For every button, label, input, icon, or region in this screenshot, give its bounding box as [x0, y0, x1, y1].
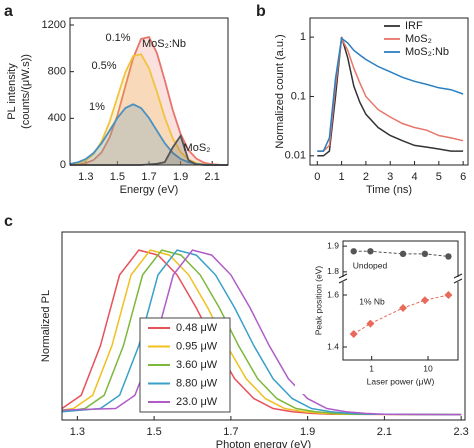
series-line — [61, 249, 462, 416]
series-label: MoS₂ — [184, 142, 211, 154]
series-line — [317, 36, 464, 157]
x-tick-label: 1.7 — [141, 171, 156, 183]
y-tick-label: 0 — [60, 159, 66, 171]
y-tick-label: 1 — [300, 31, 306, 43]
annotation: MoS₂:Nb — [142, 38, 186, 50]
y-tick-label: 1.6 — [327, 289, 339, 299]
x-tick-label: 5 — [436, 171, 442, 183]
series-line — [317, 35, 464, 152]
legend-label: 23.0 μW — [176, 396, 218, 408]
panel-label: c — [4, 213, 13, 230]
x-tick-label: 1.5 — [110, 171, 125, 183]
x-tick-label: 1 — [369, 363, 374, 373]
legend-label: IRF — [405, 20, 423, 32]
y-tick-label: 0.1 — [291, 90, 306, 102]
legend-label: 8.80 μW — [176, 377, 218, 389]
legend-label: MoS₂ — [405, 33, 432, 45]
axis-frame — [309, 17, 469, 166]
x-tick-label: 1.3 — [78, 171, 93, 183]
y-tick-label: 1.8 — [327, 266, 339, 276]
y-tick-label: 1.9 — [327, 240, 339, 250]
marker — [399, 304, 408, 312]
marker — [420, 296, 429, 305]
x-tick-label: 0 — [314, 171, 320, 183]
series-label: 0.5% — [91, 60, 116, 72]
x-axis-label: Laser power (μW) — [367, 376, 435, 386]
x-tick-label: 10 — [423, 363, 433, 373]
marker — [367, 248, 374, 255]
series-label: 1% Nb — [359, 296, 385, 306]
x-tick-label: 1.9 — [173, 171, 188, 183]
axis-break — [338, 273, 463, 284]
y-tick-label: 400 — [48, 112, 66, 124]
x-tick-label: 2 — [363, 171, 369, 183]
connector — [353, 250, 449, 257]
marker — [366, 319, 375, 328]
marker — [349, 330, 358, 338]
marker — [445, 253, 452, 260]
panel-label: a — [4, 3, 13, 20]
x-tick-label: 6 — [460, 171, 466, 183]
y-axis-label: Peak position (eV) — [313, 266, 323, 336]
series-label: 1% — [89, 101, 105, 113]
x-tick-label: 1.9 — [300, 426, 315, 438]
marker — [399, 250, 407, 258]
y-tick-label: 1200 — [42, 19, 66, 31]
area-line — [69, 35, 229, 166]
panel-label: b — [256, 3, 266, 20]
x-axis-label: Time (ns) — [366, 184, 412, 196]
y-axis-label: (counts/(μW.s)) — [20, 54, 32, 129]
series-label: 0.1% — [105, 32, 130, 44]
y-tick-label: 800 — [48, 66, 66, 78]
y-axis-label: Normalized count (a.u.) — [274, 34, 286, 148]
legend-label: 3.60 μW — [176, 359, 218, 371]
series-label: Undoped — [353, 260, 388, 270]
x-tick-label: 1.7 — [223, 426, 238, 438]
inset-background — [295, 235, 464, 394]
y-tick-label: 1.4 — [327, 341, 339, 351]
y-axis-label: PL intensity — [6, 63, 18, 120]
axis-frame — [61, 231, 466, 421]
x-tick-label: 2.3 — [454, 426, 469, 438]
x-tick-label: 3 — [387, 171, 393, 183]
x-tick-label: 1 — [339, 171, 345, 183]
x-tick-label: 1.3 — [70, 426, 85, 438]
x-axis-label: Energy (eV) — [120, 184, 179, 196]
marker — [444, 291, 453, 299]
legend-label: 0.48 μW — [176, 322, 218, 334]
marker — [421, 250, 429, 258]
x-tick-label: 4 — [411, 171, 417, 183]
series-line — [61, 249, 462, 416]
legend-label: 0.95 μW — [176, 340, 218, 352]
x-tick-label: 2.1 — [377, 426, 392, 438]
marker — [350, 248, 357, 255]
y-axis-label: Normalized PL — [40, 290, 52, 362]
series-line — [61, 249, 462, 416]
axis-frame — [342, 240, 459, 361]
x-tick-label: 2.1 — [205, 171, 220, 183]
legend-label: MoS₂:Nb — [405, 46, 449, 58]
y-tick-label: 0.01 — [285, 150, 306, 162]
x-axis-label: Photon energy (eV) — [216, 439, 311, 448]
x-tick-label: 1.5 — [146, 426, 161, 438]
series-line — [317, 37, 464, 152]
axis-frame — [69, 17, 229, 166]
